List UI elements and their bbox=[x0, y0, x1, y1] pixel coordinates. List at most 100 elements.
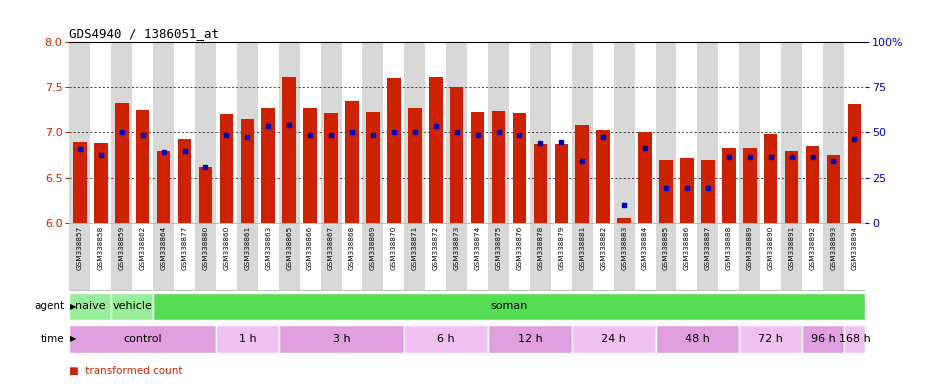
Text: GSM338884: GSM338884 bbox=[642, 226, 648, 270]
Bar bbox=[363, 223, 383, 290]
Bar bbox=[303, 108, 317, 223]
Bar bbox=[488, 42, 509, 223]
FancyBboxPatch shape bbox=[739, 325, 802, 353]
Text: 6 h: 6 h bbox=[438, 334, 455, 344]
Bar bbox=[278, 42, 300, 223]
Bar bbox=[823, 223, 844, 290]
Text: soman: soman bbox=[490, 301, 527, 311]
Bar bbox=[341, 223, 363, 290]
Bar bbox=[154, 223, 174, 290]
Bar bbox=[488, 223, 509, 290]
FancyBboxPatch shape bbox=[111, 293, 154, 320]
Bar bbox=[719, 42, 739, 223]
Bar bbox=[258, 42, 278, 223]
Bar bbox=[638, 132, 652, 223]
Text: GSM338866: GSM338866 bbox=[307, 226, 314, 270]
Bar bbox=[426, 223, 446, 290]
Bar bbox=[199, 167, 212, 223]
Text: GSM338880: GSM338880 bbox=[203, 226, 208, 270]
Bar bbox=[341, 42, 363, 223]
Bar bbox=[115, 103, 129, 223]
Bar bbox=[802, 42, 823, 223]
Text: 48 h: 48 h bbox=[685, 334, 709, 344]
Bar bbox=[722, 148, 735, 223]
Bar bbox=[572, 223, 593, 290]
Text: control: control bbox=[123, 334, 162, 344]
Bar bbox=[534, 144, 548, 223]
Bar bbox=[719, 223, 739, 290]
Text: GSM338877: GSM338877 bbox=[181, 226, 188, 270]
Bar bbox=[509, 223, 530, 290]
Bar bbox=[697, 223, 719, 290]
Bar bbox=[784, 151, 798, 223]
Text: GSM338882: GSM338882 bbox=[600, 226, 606, 270]
FancyBboxPatch shape bbox=[278, 325, 404, 353]
Bar bbox=[426, 42, 446, 223]
Text: GSM338860: GSM338860 bbox=[223, 226, 229, 270]
Bar bbox=[345, 101, 359, 223]
Bar bbox=[73, 141, 87, 223]
Text: GSM338890: GSM338890 bbox=[768, 226, 773, 270]
FancyBboxPatch shape bbox=[69, 325, 216, 353]
Text: GSM338892: GSM338892 bbox=[809, 226, 816, 270]
Text: agent: agent bbox=[34, 301, 65, 311]
Text: GSM338879: GSM338879 bbox=[559, 226, 564, 270]
Bar bbox=[321, 42, 341, 223]
Bar bbox=[216, 223, 237, 290]
Text: GSM338869: GSM338869 bbox=[370, 226, 376, 270]
Bar bbox=[111, 223, 132, 290]
FancyBboxPatch shape bbox=[488, 325, 572, 353]
Bar bbox=[258, 223, 278, 290]
Bar bbox=[156, 151, 170, 223]
Bar bbox=[781, 223, 802, 290]
Bar bbox=[656, 223, 676, 290]
Bar bbox=[701, 160, 715, 223]
Text: 96 h: 96 h bbox=[810, 334, 835, 344]
FancyBboxPatch shape bbox=[154, 293, 865, 320]
Text: GSM338886: GSM338886 bbox=[684, 226, 690, 270]
Bar bbox=[697, 42, 719, 223]
Bar bbox=[676, 42, 697, 223]
Bar bbox=[237, 42, 258, 223]
Bar bbox=[656, 42, 676, 223]
Bar bbox=[111, 42, 132, 223]
Bar bbox=[512, 113, 526, 223]
Bar bbox=[593, 223, 613, 290]
Bar bbox=[660, 160, 672, 223]
FancyBboxPatch shape bbox=[802, 325, 844, 353]
Text: GSM338870: GSM338870 bbox=[391, 226, 397, 270]
Bar bbox=[575, 125, 589, 223]
Text: 3 h: 3 h bbox=[333, 334, 351, 344]
Bar bbox=[617, 218, 631, 223]
Bar bbox=[847, 104, 861, 223]
Bar bbox=[676, 223, 697, 290]
Bar bbox=[91, 223, 111, 290]
Bar bbox=[383, 223, 404, 290]
Text: GSM338861: GSM338861 bbox=[244, 226, 251, 270]
Bar bbox=[492, 111, 505, 223]
FancyBboxPatch shape bbox=[844, 325, 865, 353]
Text: GSM338881: GSM338881 bbox=[579, 226, 586, 270]
Bar bbox=[240, 119, 254, 223]
Text: 168 h: 168 h bbox=[839, 334, 870, 344]
Text: GSM338875: GSM338875 bbox=[496, 226, 501, 270]
Bar bbox=[363, 42, 383, 223]
Bar bbox=[300, 223, 321, 290]
Bar bbox=[572, 42, 593, 223]
Text: 1 h: 1 h bbox=[239, 334, 256, 344]
Bar bbox=[680, 158, 694, 223]
Bar bbox=[195, 42, 216, 223]
Bar bbox=[827, 155, 840, 223]
Bar bbox=[321, 223, 341, 290]
FancyBboxPatch shape bbox=[656, 325, 739, 353]
Text: GSM338893: GSM338893 bbox=[831, 226, 836, 270]
Bar bbox=[446, 42, 467, 223]
Bar bbox=[94, 143, 107, 223]
Bar bbox=[136, 110, 150, 223]
Bar bbox=[760, 42, 781, 223]
Text: 72 h: 72 h bbox=[758, 334, 783, 344]
Bar bbox=[823, 42, 844, 223]
Bar bbox=[635, 42, 656, 223]
Text: GSM338889: GSM338889 bbox=[746, 226, 753, 270]
Text: GSM338872: GSM338872 bbox=[433, 226, 438, 270]
